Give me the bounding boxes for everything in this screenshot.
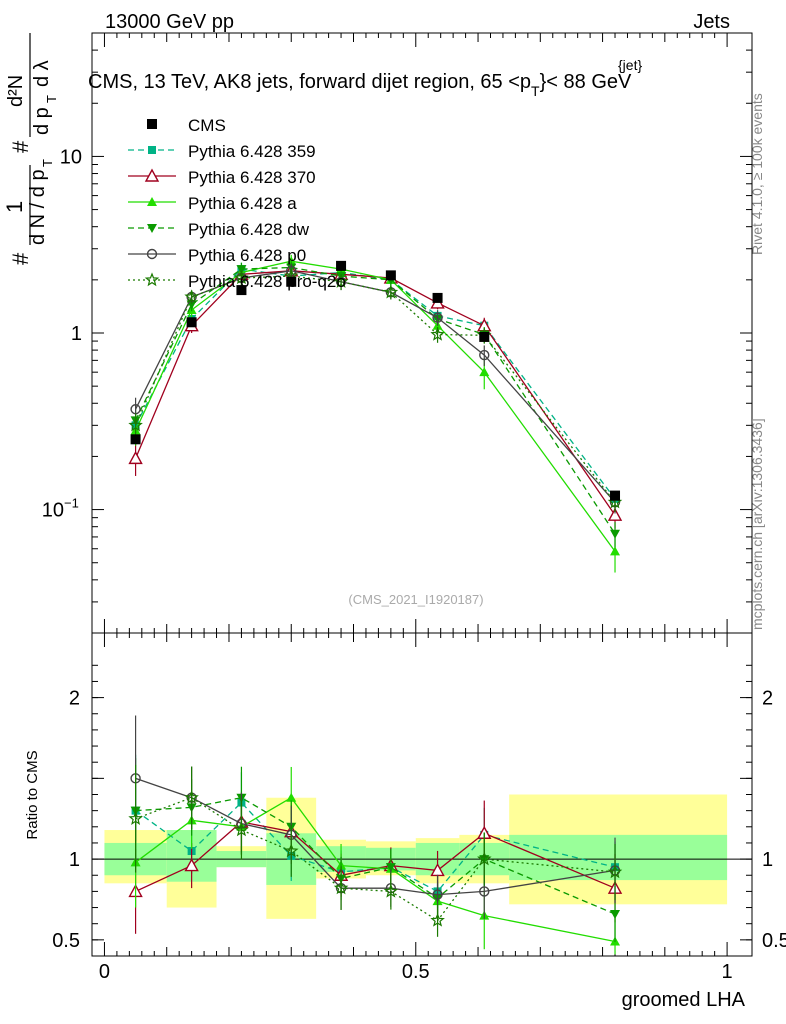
side-rivet-label: Rivet 4.1.0, ≥ 100k events — [749, 93, 765, 255]
ylabel-frac2-den: d p — [31, 107, 53, 135]
process-label: Jets — [693, 11, 730, 33]
watermark: (CMS_2021_I1920187) — [348, 592, 483, 607]
y-tick-label-exponent: −1 — [64, 496, 79, 511]
side-mcplots-label: mcplots.cern.ch [arXiv:1306.3436] — [749, 418, 765, 630]
title-subscript: T — [531, 83, 540, 99]
data-point — [236, 285, 247, 296]
ylabel-frac1-den: d N / d p — [27, 169, 49, 245]
x-tick-label: 0 — [99, 961, 110, 983]
legend-label: Pythia 6.428 pro-q2o — [188, 272, 346, 291]
legend-label: Pythia 6.428 359 — [188, 142, 316, 161]
y-axis-label-text: 1/N dN/dpT dλ — [10, 124, 35, 265]
ratio-y-tick-label-right: 0.5 — [762, 930, 786, 952]
series-point — [479, 349, 490, 361]
ratio-point — [234, 822, 249, 837]
data-point — [432, 292, 443, 303]
ratio-line-3 — [135, 797, 616, 915]
series-point — [383, 284, 399, 299]
ratio-point — [479, 886, 490, 897]
ylabel-hash2: # — [8, 140, 33, 153]
x-tick-label: 0.5 — [402, 961, 430, 983]
series-line-1 — [135, 270, 616, 516]
legend-label: Pythia 6.428 a — [188, 194, 297, 213]
legend: CMS Pythia 6.428 359 Pythia 6.428 370 Pythi… — [128, 116, 346, 291]
data-point — [610, 490, 621, 501]
legend-label: CMS — [188, 116, 226, 135]
series-line-3 — [135, 266, 616, 535]
legend-marker — [144, 168, 160, 182]
series-point — [128, 450, 143, 465]
ylabel-frac2-den-2: d λ — [31, 60, 53, 87]
legend-marker — [148, 146, 156, 154]
legend-marker — [147, 197, 157, 206]
ratio-point — [477, 851, 492, 866]
ratio-point — [184, 790, 199, 804]
x-tick-label: 1 — [722, 961, 733, 983]
legend-label: Pythia 6.428 370 — [188, 168, 316, 187]
ylabel-frac2-num: d²N — [5, 75, 27, 107]
ratio-point — [286, 792, 297, 802]
series-point — [236, 265, 247, 275]
legend-marker — [144, 272, 160, 287]
ratio-point — [385, 863, 396, 873]
ratio-y-tick-label: 2 — [69, 688, 80, 710]
series-point — [432, 312, 443, 323]
series-point — [430, 326, 445, 341]
series-point — [234, 270, 249, 285]
legend-marker — [147, 119, 157, 129]
ratio-y-tick-label-right: 1 — [762, 849, 773, 871]
data-point — [186, 317, 197, 328]
x-axis-label: groomed LHA — [622, 989, 746, 1011]
series-point — [479, 367, 490, 377]
ratio-point — [607, 864, 623, 879]
y-tick-label: 10 — [42, 500, 64, 522]
legend-label: Pythia 6.428 p0 — [188, 246, 306, 265]
ratio-point — [184, 858, 199, 872]
legend-marker — [146, 248, 158, 260]
ratio-point — [610, 910, 621, 920]
ratio-point — [333, 880, 349, 895]
ratio-y-tick-label: 1 — [69, 849, 80, 871]
ratio-point — [128, 811, 143, 825]
ylabel-hash1: # — [8, 252, 33, 265]
series-point — [610, 546, 621, 556]
ratio-point — [383, 883, 399, 898]
y-tick-label: 1 — [71, 323, 82, 345]
energy-label: 13000 GeV pp — [105, 11, 234, 33]
data-point — [385, 270, 396, 281]
legend-marker — [147, 224, 157, 233]
title-superscript: {jet} — [618, 57, 642, 73]
series-point — [184, 289, 199, 304]
legend-label: Pythia 6.428 dw — [188, 220, 310, 239]
title-main: CMS, 13 TeV, AK8 jets, forward dijet reg… — [88, 71, 531, 93]
ylabel-frac2-den-sub: T — [44, 95, 59, 103]
y-tick-label: 10 — [60, 146, 82, 168]
series-point — [128, 417, 143, 432]
title-end: }< 88 GeV — [540, 71, 632, 93]
series-line-4 — [135, 270, 616, 503]
ratio-point — [432, 889, 443, 900]
series-point — [607, 507, 623, 521]
ratio-y-tick-label: 0.5 — [52, 930, 80, 952]
series-line-0 — [135, 268, 616, 500]
ratio-point — [430, 912, 445, 927]
plot-title: CMS, 13 TeV, AK8 jets, forward dijet reg… — [88, 71, 632, 99]
ratio-y-tick-label-right: 2 — [762, 688, 773, 710]
data-point — [336, 260, 347, 271]
data-point — [479, 331, 490, 342]
data-point — [286, 276, 297, 287]
series-point — [610, 529, 621, 539]
series-line-2 — [135, 260, 616, 552]
series-point — [286, 256, 297, 266]
y-axis-label-ratio: Ratio to CMS — [24, 750, 41, 839]
ylabel-frac1-den-sub: T — [40, 159, 55, 167]
ratio-point — [283, 843, 299, 858]
data-point — [130, 434, 141, 445]
ylabel-frac1-num: 1 — [2, 201, 27, 213]
y-axis-label-main: 1/N dN/dpT dλ # 1 d N / d p T # d²N d p … — [2, 33, 59, 265]
ratio-panel: 0.5 0.5 1 1 2 2 0 0.5 1 — [52, 632, 786, 983]
series-point — [333, 274, 349, 288]
